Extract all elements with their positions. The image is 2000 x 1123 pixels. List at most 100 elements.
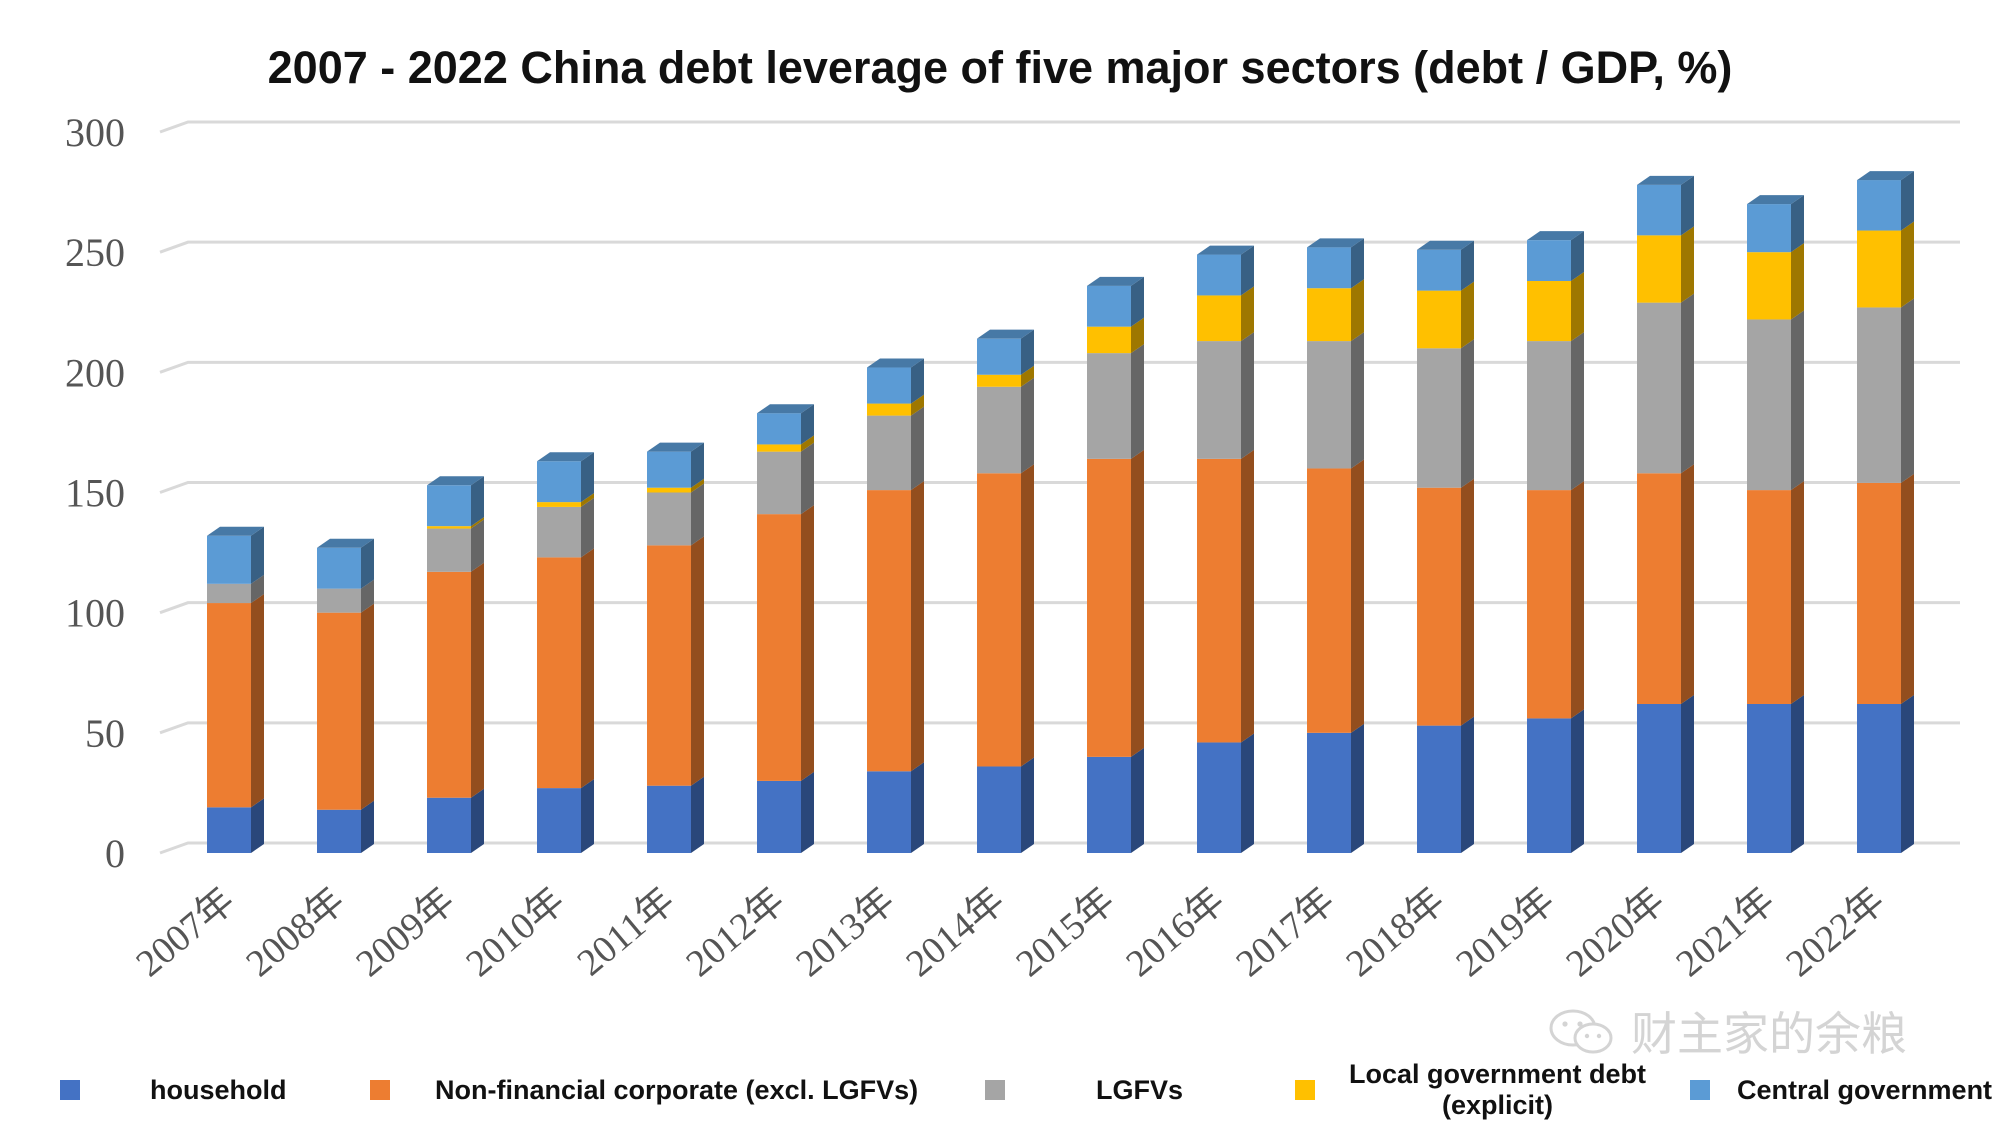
- bar-segment-side: [911, 481, 924, 772]
- bar-segment-side: [1131, 276, 1144, 327]
- bar-segment-side: [581, 548, 594, 789]
- bar-segment: [977, 338, 1021, 375]
- bar-segment-side: [1021, 365, 1034, 387]
- bar-segment-side: [1571, 481, 1584, 719]
- legend-swatch: [985, 1080, 1005, 1100]
- bar-segment-side: [251, 798, 264, 853]
- watermark: 财主家的余粮: [1545, 998, 1907, 1064]
- bar-segment: [1747, 490, 1791, 704]
- gridline: [159, 721, 1960, 735]
- bar-segment: [1417, 725, 1461, 853]
- bar-segment-side: [1241, 733, 1254, 853]
- bar-segment-side: [1021, 464, 1034, 767]
- x-tick-label: 2013年: [788, 880, 902, 985]
- bar-segment: [1747, 319, 1791, 491]
- bar-stack: [537, 452, 594, 853]
- gridline: [159, 120, 1960, 134]
- bar-segment-side: [1901, 298, 1914, 483]
- bar-top: [537, 452, 594, 462]
- bar-segment-side: [801, 442, 814, 515]
- y-tick-label: 50: [85, 711, 125, 756]
- bar-segment-side: [1681, 226, 1694, 303]
- bar-segment-side: [361, 579, 374, 613]
- bar-segment-side: [1901, 694, 1914, 853]
- bar-top: [1527, 231, 1584, 241]
- gridline: [159, 601, 1960, 615]
- bar-stack: [1857, 171, 1914, 853]
- x-tick-label: 2022年: [1778, 880, 1892, 985]
- gridline: [159, 481, 1960, 494]
- gridline: [159, 360, 1960, 374]
- bar-segment-side: [1241, 449, 1254, 743]
- bar-segment: [537, 557, 581, 789]
- bar-segment-side: [581, 493, 594, 507]
- bar-segment: [1087, 326, 1131, 354]
- bar-top: [647, 442, 704, 452]
- legend: household Non-financial corporate (excl. …: [0, 1059, 2000, 1120]
- bar-segment-side: [1241, 332, 1254, 459]
- bar-segment-side: [1571, 332, 1584, 491]
- x-tick-label: 2012年: [678, 880, 792, 985]
- bar-segment: [1527, 490, 1571, 719]
- bar-segment-side: [1131, 317, 1144, 354]
- bar-segment: [1637, 184, 1681, 236]
- bar-segment-side: [1901, 473, 1914, 704]
- bar-segment-side: [1681, 293, 1694, 474]
- bar-segment-side: [911, 762, 924, 853]
- bar-segment-side: [251, 594, 264, 808]
- bar-segment: [427, 571, 471, 798]
- bar-segment: [1307, 732, 1351, 853]
- bar-segment: [1087, 756, 1131, 853]
- bar-segment: [1747, 252, 1791, 320]
- bar-top: [1197, 245, 1254, 255]
- bar-segment-side: [251, 526, 264, 584]
- bar-segment-side: [1571, 231, 1584, 282]
- bar-segment-side: [1791, 310, 1804, 491]
- bar-segment: [427, 797, 471, 853]
- bar-segment-side: [1461, 339, 1474, 488]
- legend-label: LGFVs: [1096, 1075, 1184, 1105]
- legend-label: Non-financial corporate (excl. LGFVs): [435, 1075, 919, 1105]
- bar-segment: [647, 545, 691, 786]
- x-tick-label: 2015年: [1008, 880, 1122, 985]
- bar-segment: [867, 490, 911, 772]
- bar-top: [1637, 175, 1694, 185]
- bar-segment: [977, 473, 1021, 767]
- bar-segment: [1197, 458, 1241, 743]
- x-tick-label: 2017年: [1228, 880, 1342, 985]
- bar-segment-side: [1461, 478, 1474, 726]
- legend-label: Local government debt (explicit): [1349, 1059, 1647, 1120]
- bar-segment-side: [1021, 757, 1034, 853]
- bar-segment-side: [691, 442, 704, 488]
- x-tick-label: 2008年: [238, 880, 352, 985]
- bar-stack: [647, 442, 704, 853]
- bar-segment: [1857, 307, 1901, 483]
- bar-segment: [647, 487, 691, 493]
- bar-top: [757, 404, 814, 414]
- bar-segment: [1637, 302, 1681, 474]
- bar-segment: [647, 451, 691, 488]
- bar-segment: [867, 771, 911, 853]
- bar-stack: [867, 358, 924, 853]
- bar-segment-side: [801, 435, 814, 452]
- y-tick-label: 0: [105, 831, 125, 876]
- bar-segment-side: [471, 519, 484, 572]
- bar-segment-side: [251, 574, 264, 604]
- bar-segment-side: [1791, 694, 1804, 853]
- bar-segment: [1637, 703, 1681, 853]
- bar-segment: [1857, 482, 1901, 704]
- x-tick-label: 2021年: [1668, 880, 1782, 985]
- bar-segment: [757, 413, 801, 445]
- legend-swatch: [1690, 1080, 1710, 1100]
- bar-segment: [317, 612, 361, 810]
- bar-segment-side: [1791, 481, 1804, 704]
- bar-segment: [1857, 230, 1901, 308]
- bar-top: [1307, 238, 1364, 248]
- bar-segment-side: [1351, 279, 1364, 342]
- bar-segment: [1747, 204, 1791, 253]
- bar-stack: [427, 476, 484, 853]
- bar-segment: [537, 506, 581, 558]
- bar-segment-side: [1461, 240, 1474, 291]
- bar-segment-side: [911, 406, 924, 491]
